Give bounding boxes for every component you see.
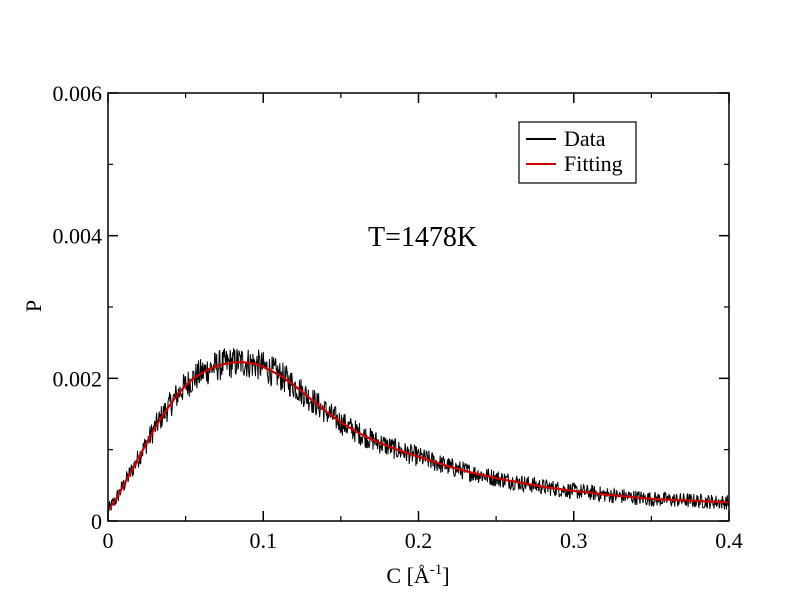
x-axis-title-main: C [Å: [386, 563, 430, 588]
legend-label-fitting: Fitting: [564, 151, 623, 176]
x-axis-title: C [Å-1]: [386, 562, 449, 588]
y-tick-label: 0.002: [53, 366, 103, 391]
series-line-fitting: [107, 360, 730, 511]
temperature-annotation: T=1478K: [368, 222, 477, 253]
x-tick-label: 0.1: [250, 528, 278, 553]
series-line-data: [107, 347, 730, 513]
x-tick-label: 0.4: [715, 528, 743, 553]
y-tick-label: 0: [91, 509, 102, 534]
legend: Data Fitting: [518, 121, 637, 184]
x-axis-title-sup: -1: [430, 562, 443, 578]
tick-labels: 0 0.1 0.2 0.3 0.4 0 0.002 0.004 0.006: [53, 81, 743, 553]
y-tick-label: 0.006: [53, 81, 103, 106]
y-axis-title: P: [21, 300, 46, 312]
legend-box: [518, 121, 637, 184]
x-tick-label: 0.2: [405, 528, 433, 553]
legend-label-data: Data: [564, 126, 606, 151]
plot-frame: [107, 92, 730, 522]
y-tick-label: 0.004: [53, 224, 103, 249]
x-axis-title-close: ]: [442, 563, 449, 588]
series-layer: [107, 347, 730, 513]
x-tick-label: 0.3: [560, 528, 588, 553]
x-tick-label: 0: [103, 528, 114, 553]
